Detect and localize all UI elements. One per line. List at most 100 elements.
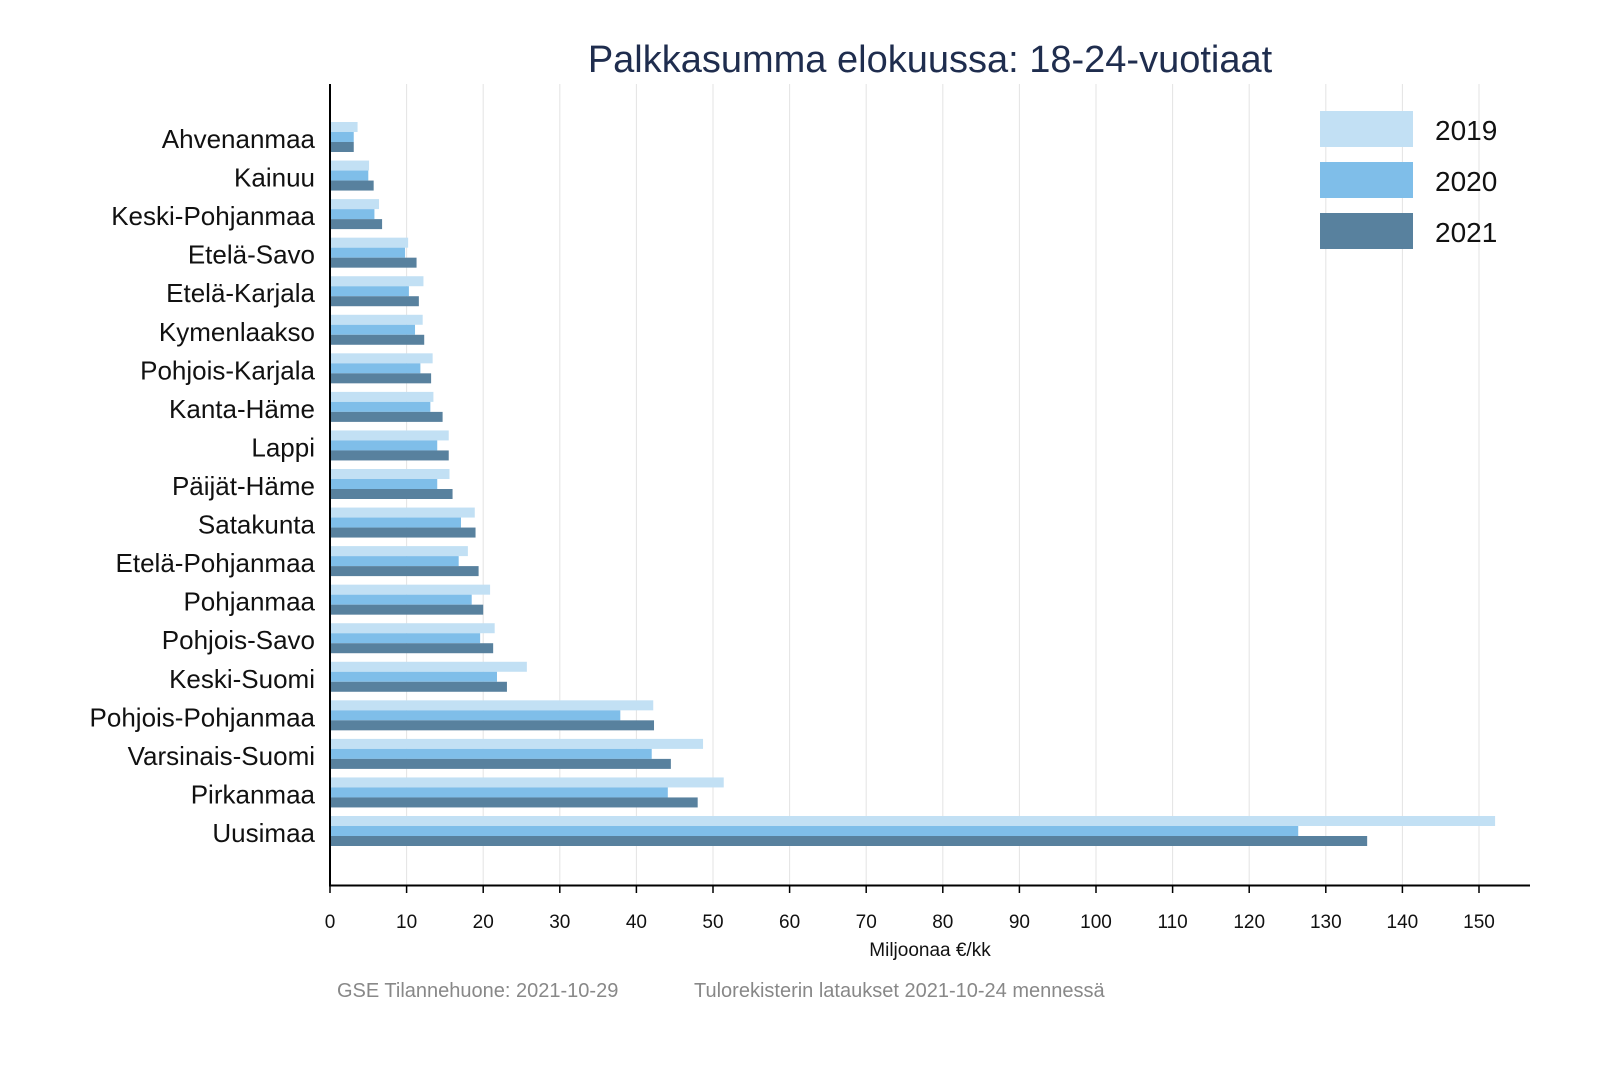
bar-2021-Varsinais-Suomi <box>331 758 671 769</box>
x-tick-label: 100 <box>1080 912 1112 933</box>
bar-2021-Etelä-Savo <box>331 257 417 268</box>
bar-2021-Pohjanmaa <box>331 604 484 615</box>
category-label: Pirkanmaa <box>191 779 316 809</box>
bars <box>331 122 1496 846</box>
bar-2019-Ahvenanmaa <box>331 122 358 132</box>
bar-2020-Uusimaa <box>331 826 1299 836</box>
bar-2020-Kymenlaakso <box>331 324 416 335</box>
bar-2021-Päijät-Häme <box>331 489 453 499</box>
x-tick-label: 40 <box>626 912 647 933</box>
bar-2021-Kanta-Häme <box>331 411 443 422</box>
bar-2021-Keski-Pohjanmaa <box>331 219 383 230</box>
x-tick-label: 80 <box>932 912 953 933</box>
category-label: Kanta-Häme <box>169 394 315 424</box>
bar-2020-Keski-Suomi <box>331 671 497 682</box>
x-tick-label: 90 <box>1009 912 1030 933</box>
bar-2020-Pohjois-Pohjanmaa <box>331 710 621 721</box>
gridlines <box>406 84 1480 885</box>
x-ticks: 0 10 20 30 40 50 60 70 80 90 100 110 120 130 140 150 <box>325 885 1495 933</box>
x-tick-label: 140 <box>1387 912 1419 933</box>
bar-2021-Pirkanmaa <box>331 797 698 808</box>
bar-2019-Lappi <box>331 430 449 441</box>
bar-2020-Kainuu <box>331 170 369 181</box>
bar-2020-Etelä-Karjala <box>331 286 409 297</box>
bar-2021-Kainuu <box>331 180 374 191</box>
bar-2019-Etelä-Pohjanmaa <box>331 546 468 557</box>
bar-2020-Etelä-Savo <box>331 247 406 258</box>
bar-2019-Pirkanmaa <box>331 777 724 788</box>
bar-2021-Pohjois-Karjala <box>331 373 432 384</box>
bar-2019-Uusimaa <box>331 816 1496 826</box>
category-label: Pohjois-Karjala <box>140 355 315 385</box>
bar-2019-Kainuu <box>331 160 370 171</box>
bar-2019-Keski-Pohjanmaa <box>331 199 380 210</box>
chart-title: Palkkasumma elokuussa: 18-24-vuotiaat <box>588 39 1273 81</box>
bar-2019-Etelä-Savo <box>331 237 409 248</box>
bar-2021-Pohjois-Pohjanmaa <box>331 720 655 731</box>
bar-2019-Etelä-Karjala <box>331 276 424 287</box>
legend-label: 2020 <box>1435 166 1497 197</box>
bar-2021-Satakunta <box>331 527 476 538</box>
bar-2021-Lappi <box>331 450 449 461</box>
bar-2019-Pohjois-Pohjanmaa <box>331 700 654 711</box>
category-label: Keski-Suomi <box>169 664 315 694</box>
category-label: Pohjois-Savo <box>162 625 315 655</box>
bar-2019-Pohjois-Karjala <box>331 353 433 364</box>
x-tick-label: 0 <box>325 912 336 933</box>
bar-2021-Pohjois-Savo <box>331 643 494 654</box>
bar-2020-Kanta-Häme <box>331 401 431 412</box>
bar-2020-Ahvenanmaa <box>331 132 354 142</box>
bar-2021-Keski-Suomi <box>331 681 507 692</box>
bar-2020-Lappi <box>331 440 438 451</box>
bar-2021-Etelä-Pohjanmaa <box>331 566 479 577</box>
legend-swatch-2020 <box>1320 162 1413 198</box>
bar-2020-Pirkanmaa <box>331 787 668 798</box>
category-label: Kainuu <box>234 163 315 193</box>
x-tick-label: 130 <box>1310 912 1342 933</box>
category-label: Päijät-Häme <box>172 471 315 501</box>
legend-label: 2021 <box>1435 217 1497 248</box>
bar-2020-Etelä-Pohjanmaa <box>331 556 459 567</box>
category-label: Kymenlaakso <box>159 317 315 347</box>
x-tick-label: 50 <box>702 912 723 933</box>
bar-2020-Satakunta <box>331 517 461 528</box>
bar-2020-Pohjois-Savo <box>331 633 481 644</box>
bar-2019-Päijät-Häme <box>331 469 450 479</box>
bar-2019-Keski-Suomi <box>331 661 527 672</box>
category-label: Etelä-Karjala <box>166 278 315 308</box>
legend: 2019 2020 2021 <box>1320 111 1497 249</box>
bar-2021-Ahvenanmaa <box>331 142 354 152</box>
legend-swatch-2021 <box>1320 213 1413 249</box>
bar-2020-Pohjanmaa <box>331 594 472 605</box>
footer-note: Tulorekisterin lataukset 2021-10-24 menn… <box>694 980 1105 1002</box>
x-tick-label: 10 <box>396 912 417 933</box>
bar-2019-Kymenlaakso <box>331 314 423 325</box>
x-tick-label: 110 <box>1157 912 1187 933</box>
x-tick-label: 70 <box>856 912 877 933</box>
category-label: Etelä-Pohjanmaa <box>116 548 316 578</box>
x-axis-label: Miljoonaa €/kk <box>869 940 991 961</box>
bar-2021-Etelä-Karjala <box>331 296 419 307</box>
category-label: Keski-Pohjanmaa <box>111 201 315 231</box>
bar-2020-Päijät-Häme <box>331 479 438 489</box>
footer-source: GSE Tilannehuone: 2021-10-29 <box>337 980 619 1002</box>
bar-2020-Varsinais-Suomi <box>331 748 652 759</box>
x-tick-label: 30 <box>549 912 570 933</box>
category-label: Lappi <box>251 432 315 462</box>
category-label: Pohjois-Pohjanmaa <box>90 702 316 732</box>
category-label: Varsinais-Suomi <box>128 741 315 771</box>
x-tick-label: 120 <box>1233 912 1265 933</box>
bar-2021-Uusimaa <box>331 836 1368 846</box>
bar-2019-Pohjois-Savo <box>331 623 495 634</box>
bar-2020-Pohjois-Karjala <box>331 363 421 374</box>
x-tick-label: 150 <box>1463 912 1495 933</box>
bar-2021-Kymenlaakso <box>331 334 425 345</box>
x-tick-label: 60 <box>779 912 800 933</box>
bar-2019-Kanta-Häme <box>331 391 434 402</box>
category-label: Uusimaa <box>212 818 315 848</box>
legend-label: 2019 <box>1435 115 1497 146</box>
category-labels: Ahvenanmaa Kainuu Keski-Pohjanmaa Etelä-Sav… <box>90 124 316 848</box>
category-label: Ahvenanmaa <box>162 124 316 154</box>
category-label: Pohjanmaa <box>183 587 315 617</box>
